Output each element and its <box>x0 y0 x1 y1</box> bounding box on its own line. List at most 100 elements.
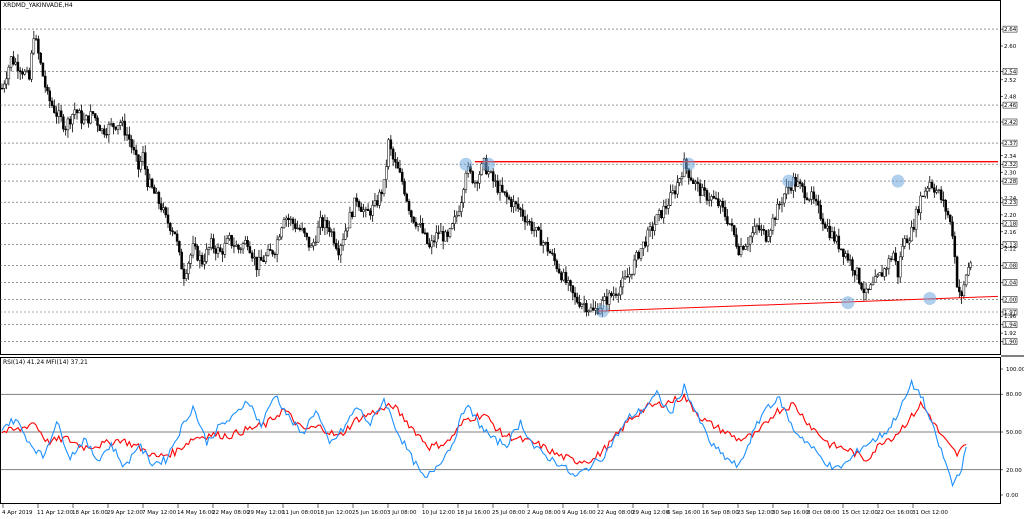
time-tick-label: 29 May 12:00 <box>247 510 285 516</box>
candle-body <box>46 86 49 92</box>
candle-body <box>91 111 95 114</box>
candle-body <box>455 215 459 218</box>
candle-body <box>184 273 188 279</box>
price-tick-box <box>1002 198 1018 206</box>
time-tick-label: 4 Apr 2019 <box>2 510 33 516</box>
candle-body <box>68 118 72 125</box>
candle-body <box>810 191 813 200</box>
candle-body <box>430 240 434 248</box>
candle-body <box>105 134 108 136</box>
price-tick-label: 2.08 <box>1004 264 1017 270</box>
candle-body <box>307 236 311 248</box>
time-tick-label: 30 Sep 16:00 <box>772 510 809 516</box>
candle-body <box>48 90 52 102</box>
candle-body <box>166 214 170 224</box>
candle-body <box>662 205 665 219</box>
trend-lines <box>459 157 999 318</box>
candle-body <box>175 233 179 242</box>
candle-body <box>423 232 427 234</box>
candle-body <box>164 207 167 216</box>
candle-body <box>803 186 806 199</box>
indicator-axis: 100.00 80.00 50.00 20.00 0.00 <box>1000 367 1024 499</box>
candle-body <box>107 124 111 135</box>
time-tick-label: 8 Oct 08:00 <box>807 510 840 516</box>
candle-body <box>585 303 588 313</box>
candle-body <box>919 195 922 213</box>
candle-body <box>537 227 540 231</box>
candle-body <box>607 292 611 305</box>
candle-body <box>569 280 572 286</box>
pivot-marker <box>682 157 696 171</box>
candle-body <box>546 242 550 252</box>
candle-body <box>319 217 322 228</box>
candle-body <box>421 222 424 234</box>
candle-body <box>464 173 468 190</box>
candle-body <box>648 226 652 231</box>
price-tick-label: 2.48 <box>1004 95 1017 101</box>
candle-body <box>771 217 775 231</box>
candle-body <box>651 226 654 231</box>
candle-body <box>457 211 461 216</box>
candle-body <box>159 203 163 211</box>
candle-body <box>494 180 497 182</box>
candle-body <box>835 235 838 242</box>
candle-body <box>755 225 759 227</box>
candle-body <box>805 197 809 200</box>
candle-body <box>673 190 677 195</box>
candle-body <box>282 219 286 229</box>
candle-body <box>385 166 388 180</box>
candle-body <box>239 248 243 251</box>
candle-body <box>412 216 415 223</box>
candle-body <box>769 230 772 237</box>
indicator-tick-label: 20.00 <box>1006 468 1022 474</box>
candle-body <box>496 180 499 193</box>
candle-body <box>487 171 490 175</box>
candle-body <box>246 240 249 247</box>
candle-body <box>216 247 220 254</box>
candle-body <box>144 152 147 170</box>
candle-body <box>391 148 395 160</box>
candle-body <box>39 52 42 64</box>
candle-body <box>128 134 131 140</box>
candle-body <box>141 152 145 162</box>
time-tick-label: 10 Jul 12:00 <box>422 510 455 516</box>
candle-body <box>382 179 386 195</box>
candle-body <box>146 168 149 188</box>
candle-body <box>134 149 138 156</box>
candle-body <box>419 222 422 225</box>
candle-body <box>55 112 58 117</box>
candle-body <box>908 240 911 244</box>
candle-body <box>644 241 647 247</box>
candle-body <box>514 201 518 205</box>
candle-body <box>764 230 768 242</box>
candle-body <box>776 203 779 220</box>
price-tick-box <box>1002 220 1018 227</box>
candle-body <box>75 109 79 114</box>
candle-body <box>366 208 370 211</box>
candle-body <box>248 246 252 254</box>
pivot-marker <box>482 157 496 171</box>
candle-body <box>510 198 513 208</box>
candle-body <box>587 310 590 313</box>
candle-body <box>437 232 440 234</box>
time-tick-label: 6 Sep 16:00 <box>667 510 701 516</box>
candle-body <box>59 110 63 118</box>
candle-body <box>837 235 841 250</box>
price-tick-label: 2.18 <box>1004 221 1017 227</box>
candle-body <box>885 268 888 270</box>
candle-body <box>619 286 622 296</box>
candle-body <box>737 246 741 256</box>
candle-body <box>450 223 454 229</box>
candle-body <box>362 209 365 212</box>
candle-body <box>964 274 968 286</box>
candle-body <box>491 171 495 182</box>
candle-body <box>923 190 927 197</box>
candle-body <box>375 200 379 206</box>
candle-body <box>635 252 638 261</box>
candle-body <box>814 198 818 202</box>
candle-body <box>530 221 534 231</box>
candle-body <box>817 200 820 206</box>
candle-body <box>819 204 822 220</box>
price-tick-label: 2.20 <box>1004 213 1017 219</box>
candle-body <box>34 38 38 40</box>
